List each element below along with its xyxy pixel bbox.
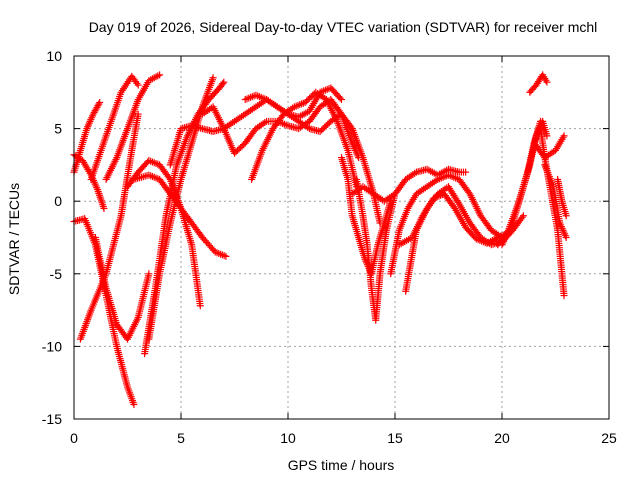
series-track-12 xyxy=(166,84,345,169)
data-point xyxy=(222,252,230,260)
y-axis-label: SDTVAR / TECUs xyxy=(6,183,22,295)
series-track-2 xyxy=(70,151,108,212)
data-point xyxy=(519,212,527,220)
x-tick-label: 0 xyxy=(70,430,78,446)
data-point xyxy=(100,204,108,212)
x-tick-label: 20 xyxy=(494,430,510,446)
series-track-5 xyxy=(87,72,142,183)
data-point xyxy=(95,100,103,108)
series-track-21 xyxy=(402,183,527,295)
series-track-11 xyxy=(145,74,217,343)
x-tick-label: 15 xyxy=(387,430,403,446)
series-track-24 xyxy=(526,71,551,96)
data-point xyxy=(450,203,458,211)
axis-ticks: 0 5 10 15 20 25 -15 -10 -5 0 5 10 xyxy=(42,48,617,446)
x-tick-label: 5 xyxy=(177,430,185,446)
y-tick-label: 10 xyxy=(46,48,62,64)
data-point xyxy=(543,132,551,140)
x-tick-label: 10 xyxy=(280,430,296,446)
data-point xyxy=(338,96,345,104)
data-point xyxy=(156,71,164,79)
data-point xyxy=(196,302,204,310)
series-track-28 xyxy=(554,175,570,220)
x-axis-label: GPS time / hours xyxy=(288,457,395,473)
data-point xyxy=(560,292,568,300)
data-point xyxy=(560,132,568,140)
data-point xyxy=(347,123,355,131)
data-point xyxy=(562,212,570,220)
data-point xyxy=(209,74,217,82)
x-tick-label: 25 xyxy=(601,430,617,446)
series-track-8 xyxy=(124,157,204,310)
series-track-18 xyxy=(348,165,470,205)
data-series xyxy=(70,71,570,408)
data-point xyxy=(134,110,142,118)
series-track-4 xyxy=(76,110,142,343)
plot-frame xyxy=(73,55,610,420)
data-point xyxy=(220,78,228,86)
series-track-14 xyxy=(248,88,360,191)
series-track-27 xyxy=(541,161,570,241)
data-point xyxy=(543,78,551,86)
data-point xyxy=(562,234,570,241)
data-point xyxy=(462,168,470,176)
y-tick-label: 0 xyxy=(54,193,62,209)
series-track-3 xyxy=(70,215,138,408)
chart-title: Day 019 of 2026, Sidereal Day-to-day VTE… xyxy=(89,19,598,35)
data-point xyxy=(96,98,104,106)
series-track-6 xyxy=(91,234,153,343)
data-point xyxy=(518,213,526,221)
y-tick-label: 5 xyxy=(54,121,62,137)
series-track-7 xyxy=(102,71,164,183)
data-point xyxy=(219,80,227,88)
y-tick-label: -5 xyxy=(50,266,63,282)
data-point xyxy=(336,94,344,102)
data-point xyxy=(134,81,142,89)
data-point xyxy=(145,270,153,278)
series-track-15 xyxy=(241,91,384,227)
y-tick-label: -10 xyxy=(42,338,62,354)
data-point xyxy=(130,400,138,408)
y-tick-label: -15 xyxy=(42,411,62,427)
series-track-26 xyxy=(530,132,568,162)
